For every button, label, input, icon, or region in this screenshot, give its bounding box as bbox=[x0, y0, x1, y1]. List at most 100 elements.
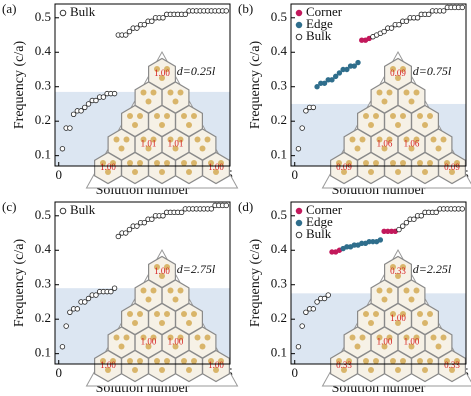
particle bbox=[417, 113, 423, 119]
particle bbox=[390, 160, 396, 166]
data-point bbox=[67, 125, 73, 131]
y-tick-label: 0.3 bbox=[35, 276, 51, 291]
particle bbox=[100, 160, 106, 166]
particle bbox=[113, 334, 120, 341]
y-tick-label: 0.2 bbox=[35, 112, 51, 127]
particle bbox=[105, 169, 111, 175]
legend-marker bbox=[295, 9, 303, 17]
particle bbox=[164, 160, 170, 166]
legend-marker bbox=[295, 207, 303, 215]
hex-value-label: 1.00 bbox=[404, 337, 420, 347]
particle bbox=[150, 334, 157, 341]
particle bbox=[100, 358, 106, 364]
particle bbox=[145, 296, 152, 303]
inset-d-label: d=0.25l bbox=[177, 64, 216, 78]
plot-frame bbox=[290, 3, 467, 167]
particle bbox=[127, 113, 133, 119]
particle bbox=[191, 311, 197, 317]
particle bbox=[373, 358, 379, 364]
particle bbox=[395, 367, 401, 373]
particle bbox=[164, 358, 170, 364]
particle bbox=[395, 320, 401, 326]
particle bbox=[186, 122, 192, 128]
data-point bbox=[108, 288, 114, 295]
legend-marker bbox=[295, 33, 303, 41]
inset-d-label: d=0.75l bbox=[413, 64, 452, 78]
y-tick-label: 0.4 bbox=[35, 43, 52, 58]
particle bbox=[354, 343, 361, 350]
particle bbox=[373, 160, 379, 166]
particle bbox=[132, 320, 138, 326]
data-point bbox=[332, 73, 339, 80]
particle bbox=[110, 358, 116, 364]
particle bbox=[435, 145, 442, 152]
x-tick-label: 0 bbox=[55, 167, 62, 182]
particle bbox=[132, 122, 138, 128]
y-tick-label: 0.1 bbox=[35, 345, 51, 360]
data-point bbox=[295, 146, 302, 152]
plot-frame bbox=[54, 3, 231, 167]
data-point bbox=[400, 223, 406, 229]
data-point bbox=[314, 299, 320, 305]
y-tick-label: 0.4 bbox=[271, 43, 288, 58]
data-point bbox=[355, 59, 361, 66]
particle bbox=[191, 358, 197, 364]
particle bbox=[132, 169, 138, 175]
y-tick-label: 0.1 bbox=[35, 147, 51, 162]
hex-value-label: 1.00 bbox=[100, 162, 116, 172]
particle bbox=[413, 334, 420, 341]
inset: 1.00 1.01 1.01 1.00 1.00 d=0.25l bbox=[85, 50, 239, 189]
data-point bbox=[67, 309, 73, 315]
particle bbox=[403, 136, 410, 143]
inset-d-label: d=2.25l bbox=[413, 262, 452, 276]
particle bbox=[159, 75, 165, 81]
particle bbox=[417, 358, 423, 364]
particle bbox=[140, 89, 147, 96]
data-point bbox=[85, 295, 92, 302]
particle bbox=[400, 358, 406, 364]
data-point bbox=[123, 230, 129, 236]
data-point bbox=[134, 223, 140, 229]
particle bbox=[137, 358, 143, 364]
data-point bbox=[303, 108, 309, 114]
data-point bbox=[141, 21, 148, 28]
particle bbox=[403, 287, 410, 294]
particle bbox=[395, 122, 401, 128]
particle bbox=[427, 160, 433, 166]
particle bbox=[422, 169, 428, 175]
particle bbox=[359, 136, 366, 143]
hexagon bbox=[202, 151, 230, 185]
hex-value-label: 1.00 bbox=[377, 337, 393, 347]
particle bbox=[386, 136, 393, 143]
legend-label: Bulk bbox=[70, 4, 96, 19]
inset: 0.33 1.00 1.00 1.00 0.33 0.33 d=2.25l bbox=[321, 248, 471, 387]
panel-label: (c) bbox=[2, 199, 16, 214]
particle bbox=[181, 160, 187, 166]
hex-value-label: 1.00 bbox=[141, 337, 157, 347]
data-point bbox=[111, 285, 118, 291]
data-point bbox=[82, 104, 88, 111]
particle bbox=[413, 89, 420, 96]
particle bbox=[172, 98, 179, 105]
particle bbox=[123, 136, 130, 143]
particle bbox=[213, 169, 219, 175]
particle bbox=[395, 75, 401, 81]
data-point bbox=[396, 21, 402, 28]
legend-label: Bulk bbox=[306, 28, 332, 43]
hex-value-label: 1.00 bbox=[390, 313, 406, 323]
particle bbox=[359, 334, 366, 341]
particle bbox=[376, 334, 383, 341]
y-tick-label: 0.2 bbox=[35, 310, 51, 325]
particle bbox=[336, 358, 342, 364]
particle bbox=[140, 287, 147, 294]
data-point bbox=[100, 94, 107, 100]
data-point bbox=[115, 233, 121, 240]
particle bbox=[354, 145, 361, 152]
particle bbox=[110, 160, 116, 166]
data-point bbox=[303, 309, 309, 315]
particle bbox=[204, 334, 211, 341]
data-point bbox=[85, 101, 92, 107]
particle bbox=[105, 367, 111, 373]
particle bbox=[440, 334, 447, 341]
